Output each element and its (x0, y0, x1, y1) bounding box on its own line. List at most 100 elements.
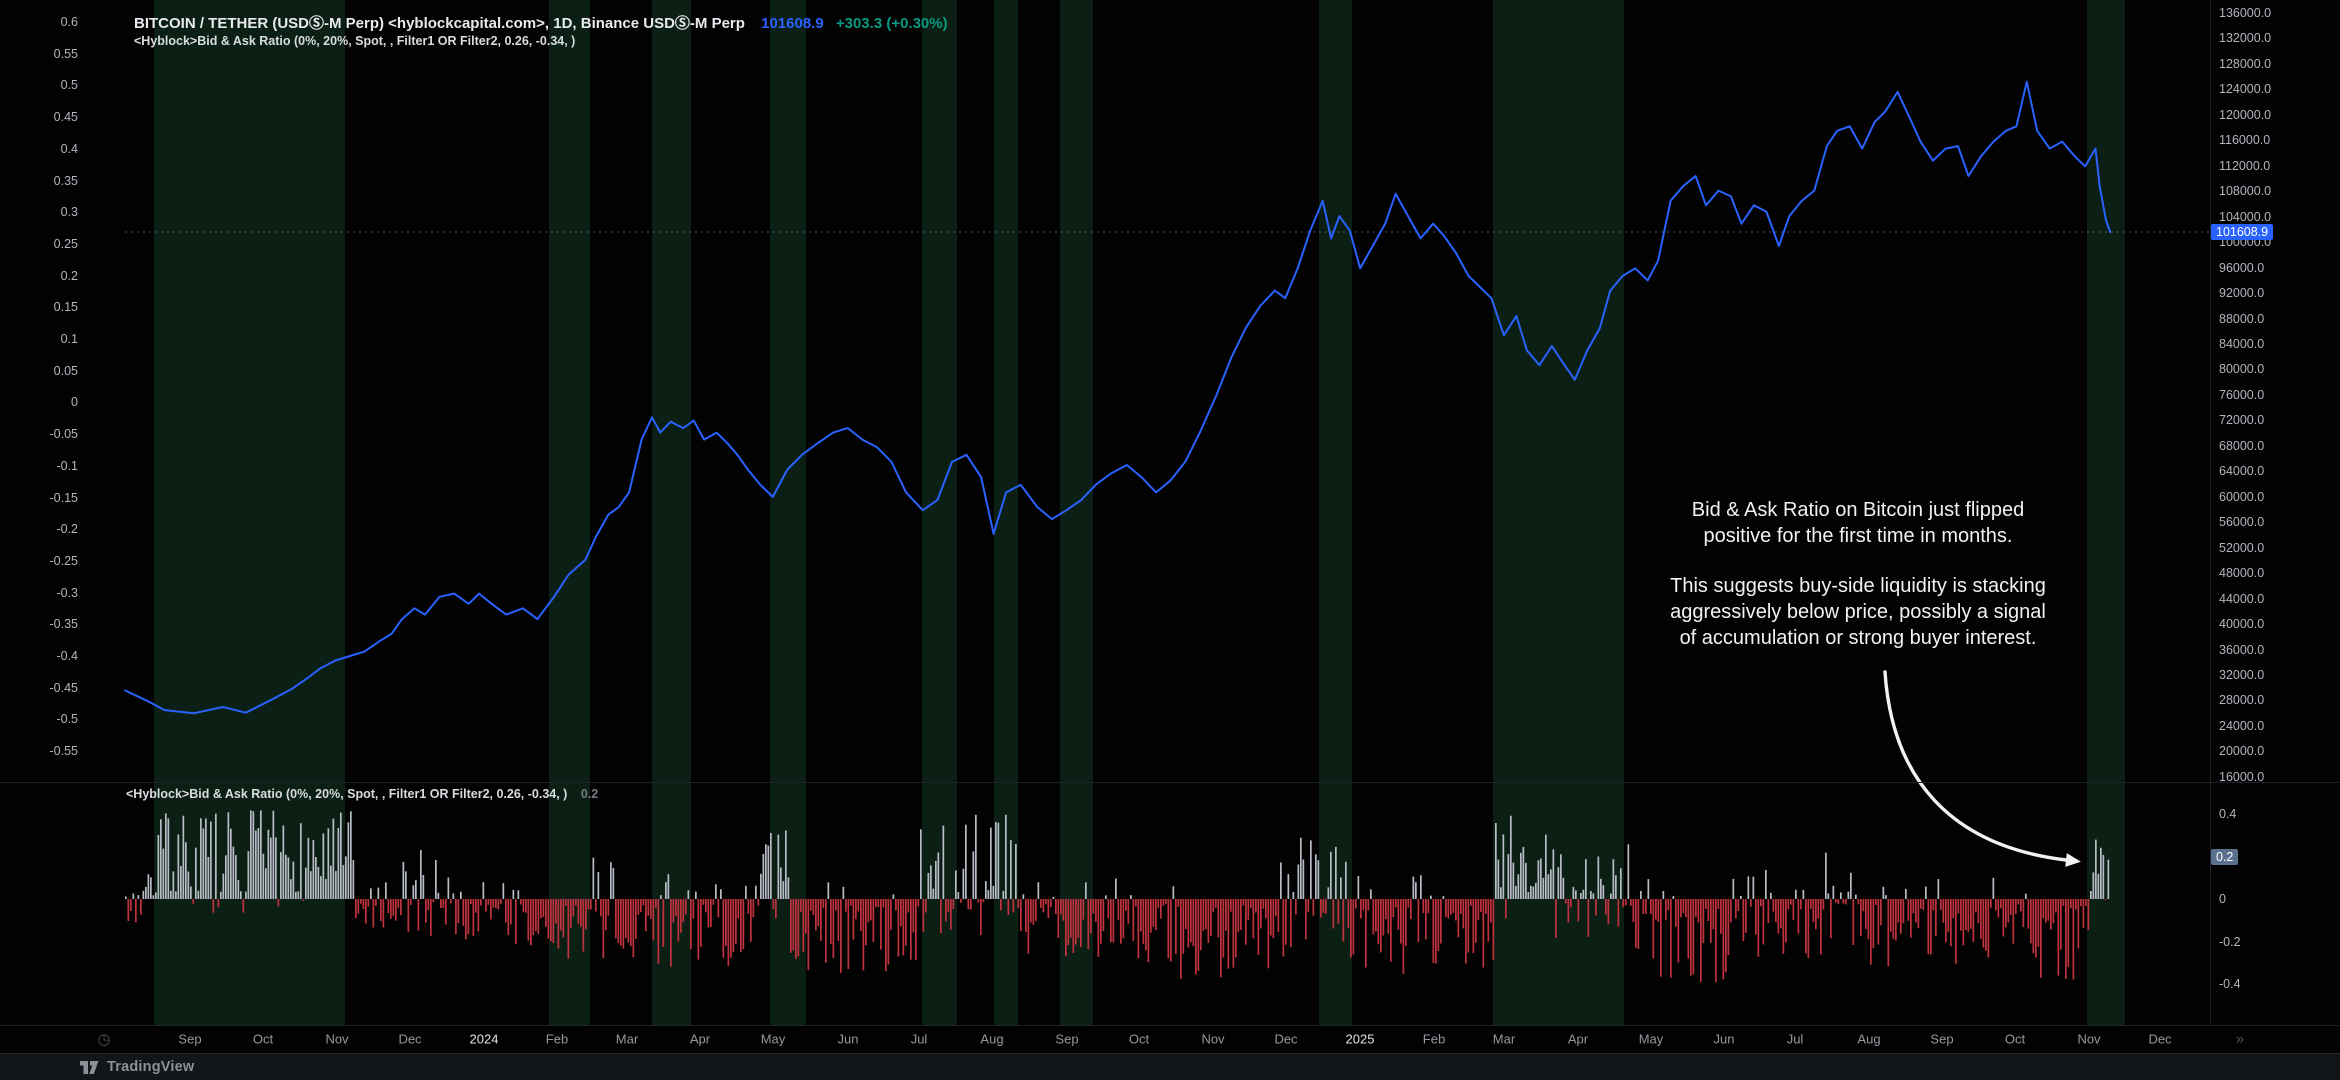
tradingview-brand[interactable]: TradingView (107, 1059, 195, 1075)
histogram-bar (1797, 899, 1800, 934)
histogram-bar (1280, 862, 1282, 899)
price-axis-tick: 24000.0 (2219, 718, 2265, 733)
histogram-bar (1215, 899, 1217, 908)
histogram-bar (1277, 899, 1280, 932)
time-axis-month-label: Apr (689, 1031, 711, 1047)
histogram-bar (882, 899, 885, 908)
histogram-bar (957, 892, 960, 899)
histogram-bar (900, 899, 902, 927)
go-to-realtime-icon[interactable]: » (2235, 1030, 2245, 1048)
histogram-bar (507, 899, 510, 936)
histogram-bar (1252, 899, 1255, 939)
histogram-bar (887, 899, 890, 965)
histogram-bar (2025, 893, 2027, 899)
price-scale-right[interactable]: 136000.0 132000.0 128000.0 124000.0 120000.0… (2213, 0, 2340, 1026)
histogram-bar (1432, 899, 1435, 964)
histogram-bar (1097, 899, 1100, 957)
histogram-bar (1510, 815, 1512, 899)
histogram-bar (1062, 899, 1065, 921)
histogram-bar (632, 899, 635, 958)
histogram-bar (327, 828, 330, 899)
pane-divider[interactable] (0, 782, 2340, 783)
histogram-bar (277, 899, 280, 907)
histogram-bar (135, 899, 137, 923)
histogram-bar (830, 899, 832, 944)
histogram-bar (955, 870, 957, 899)
histogram-bar (1117, 899, 1120, 920)
histogram-bar (1745, 899, 1747, 933)
histogram-bar (827, 882, 830, 899)
annotation-text[interactable]: Bid & Ask Ratio on Bitcoin just flipped … (1638, 497, 2078, 651)
histogram-bar (667, 874, 670, 899)
histogram-bar (265, 868, 267, 899)
histogram-bar (1897, 899, 1900, 923)
histogram-bar (1297, 864, 1300, 899)
histogram-bar (1037, 882, 1040, 899)
histogram-bar (305, 867, 307, 899)
histogram-bar (2105, 899, 2107, 900)
histogram-bar (682, 899, 685, 923)
indicator-value-badge[interactable]: 0.2 (2211, 848, 2239, 865)
histogram-bar (1992, 877, 1995, 899)
histogram-bar (1890, 899, 1892, 932)
last-price-badge[interactable]: 101608.9 (2211, 223, 2274, 240)
histogram-bar (545, 899, 547, 927)
histogram-bar (1532, 886, 1535, 899)
time-scale[interactable]: Sep Oct Nov Dec 2024 Feb Mar Apr May Jun Jul Aug Sep… (0, 1026, 2340, 1052)
histogram-bar (1717, 899, 1720, 909)
histogram-bar (695, 891, 697, 899)
symbol-legend[interactable]: BITCOIN / TETHER (USDⓈ-M Perp) <hyblockc… (134, 12, 948, 33)
histogram-bar (582, 899, 585, 952)
histogram-bar (1347, 899, 1350, 929)
histogram-bar (1002, 890, 1005, 899)
ratio-scale-left[interactable]: 0.6 0.55 0.5 0.45 0.4 0.35 0.3 0.25 0.2 0.15 0.1 0.… (0, 0, 116, 1026)
histogram-bar (192, 899, 195, 904)
histogram-bar (737, 899, 740, 919)
histogram-bar (1722, 899, 1725, 980)
histogram-bar (160, 819, 162, 899)
price-axis-tick: 136000.0 (2219, 6, 2272, 20)
time-axis-month-label: Sep (1055, 1031, 1079, 1047)
histogram-bar (1922, 899, 1925, 910)
histogram-bar (722, 899, 725, 958)
histogram-bar (1952, 899, 1955, 919)
price-axis-tick: 48000.0 (2219, 566, 2265, 581)
histogram-bar (607, 899, 610, 916)
histogram-bar (2087, 899, 2090, 931)
annotation-arrowhead (2065, 853, 2081, 867)
histogram-bar (1950, 899, 1952, 947)
histogram-bar (987, 890, 990, 899)
histogram-bar (2035, 899, 2037, 958)
histogram-bar (2037, 899, 2040, 947)
clock-icon[interactable]: ◷ (97, 1031, 111, 1048)
histogram-bar (627, 899, 630, 943)
highlight-band (922, 0, 957, 1026)
histogram-bar (880, 899, 882, 950)
histogram-bar (1212, 899, 1215, 912)
histogram-bar (637, 899, 640, 915)
tradingview-logo-icon[interactable] (80, 1059, 99, 1076)
histogram-bar (662, 899, 665, 947)
price-axis-tick: 128000.0 (2219, 56, 2272, 71)
histogram-bar (2090, 891, 2092, 899)
histogram-bar (1605, 899, 1607, 915)
indicator-title: <Hyblock>Bid & Ask Ratio (0%, 20%, Spot,… (126, 787, 568, 801)
histogram-bar (487, 899, 490, 905)
histogram-bar (472, 899, 475, 936)
histogram-bar (1982, 899, 1985, 948)
histogram-bar (2077, 899, 2080, 949)
histogram-bar (1750, 899, 1752, 907)
histogram-bar (845, 899, 847, 912)
histogram-bar (710, 899, 712, 927)
histogram-bar (285, 854, 287, 899)
histogram-bar (1727, 899, 1730, 956)
indicator-legend[interactable]: <Hyblock>Bid & Ask Ratio (0%, 20%, Spot,… (134, 34, 575, 48)
histogram-bar (1762, 899, 1765, 945)
price-axis-tick: 20000.0 (2219, 744, 2265, 759)
annotation-arrow[interactable] (1883, 670, 2068, 862)
price-axis-tick: 52000.0 (2219, 540, 2265, 555)
pane2-indicator-legend[interactable]: <Hyblock>Bid & Ask Ratio (0%, 20%, Spot,… (126, 787, 598, 801)
price-axis-tick: 92000.0 (2219, 286, 2265, 301)
histogram-bar (1647, 879, 1650, 899)
